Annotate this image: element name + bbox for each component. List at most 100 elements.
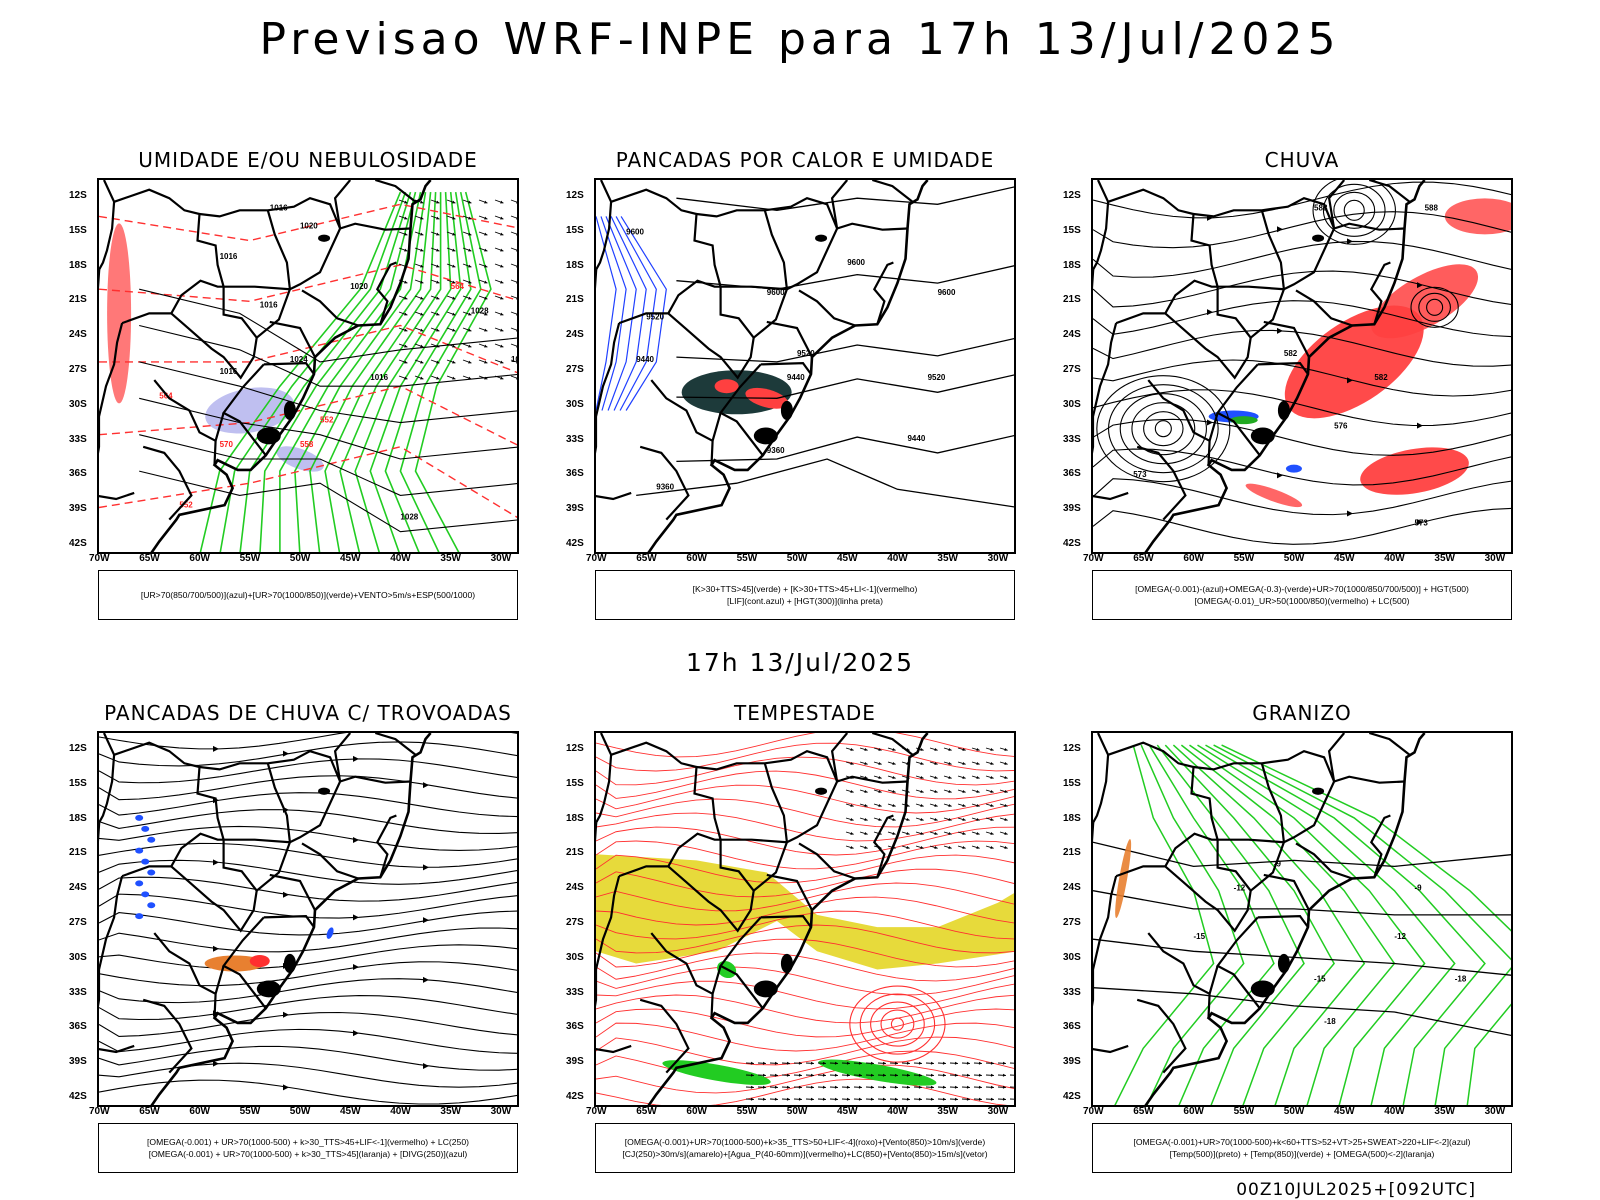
contour-label: -9	[1274, 859, 1282, 868]
latitude-label: 42S	[566, 1091, 584, 1102]
map-tempestade	[594, 731, 1016, 1107]
contour-label: 576	[1334, 422, 1348, 431]
longitude-label: 45W	[837, 1106, 858, 1117]
longitude-label: 45W	[837, 553, 858, 564]
latitude-label: 33S	[566, 433, 584, 445]
longitude-label: 30W	[490, 1106, 512, 1117]
latitude-label: 39S	[566, 1056, 584, 1068]
latitude-label: 18S	[1063, 812, 1081, 824]
latitude-label: 30S	[566, 398, 584, 410]
longitude-label: 35W	[937, 553, 958, 564]
legend-line: [OMEGA(-0.001)+UR>70(1000-500)+k>35_TTS>…	[624, 1137, 986, 1147]
panel-title-pancadas-por-calor-e-umidade: PANCADAS POR CALOR E UMIDADE	[615, 148, 995, 172]
latitude-label: 27S	[1063, 917, 1081, 928]
map-canvas: 9600 9600 9600 9600 9520 9520 9520 9440 9440 9440…	[596, 180, 1014, 552]
longitude-label: 50W	[786, 553, 808, 564]
longitude-label: 35W	[1434, 1106, 1455, 1117]
contour-label: 552	[179, 500, 193, 509]
latitude-label: 33S	[69, 986, 87, 998]
contour-label: 582	[1374, 373, 1388, 382]
legend-line: [OMEGA(-0.01)_UR>50(1000/850)(vermelho) …	[1194, 596, 1410, 606]
latitude-label: 27S	[566, 917, 584, 928]
map-granizo: -9 -9 -12 -12 -15 -15 -18 -18	[1091, 731, 1513, 1107]
latitude-label: 39S	[566, 503, 584, 515]
longitude-label: 70W	[586, 1106, 607, 1117]
latitude-label: 21S	[1063, 847, 1081, 859]
latitude-label: 36S	[566, 468, 584, 480]
contour-label: 573	[1133, 470, 1147, 479]
latitude-label: 24S	[1063, 329, 1081, 341]
longitude-label: 45W	[1334, 1106, 1355, 1117]
contour-label: 1028	[511, 355, 519, 364]
latitude-label: 15S	[69, 777, 87, 789]
longitude-label: 50W	[786, 1106, 808, 1117]
longitude-label: 40W	[887, 553, 908, 564]
contour-label: 564	[451, 282, 465, 291]
contour-label: 588	[1314, 203, 1328, 212]
map-canvas: 1016102010161016102010281016102410161028…	[99, 180, 519, 552]
latitude-label: 27S	[69, 917, 87, 928]
contour-label: 9360	[656, 482, 674, 491]
latitude-label: 15S	[566, 777, 584, 789]
contour-label: 9600	[847, 258, 865, 267]
contour-label: 1016	[220, 252, 238, 261]
map-canvas	[99, 733, 517, 1105]
contour-label: -18	[1455, 975, 1467, 984]
latitude-label: 21S	[69, 847, 87, 859]
latitude-label: 12S	[1063, 743, 1081, 754]
longitude-label: 30W	[1484, 1106, 1506, 1117]
latitude-label: 33S	[1063, 986, 1081, 998]
forecast-time-subtitle: 17h 13/Jul/2025	[685, 648, 915, 677]
longitude-label: 35W	[440, 553, 461, 564]
contour-label: 9440	[636, 355, 654, 364]
contour-label: 9440	[907, 434, 925, 443]
longitude-label: 40W	[390, 1106, 411, 1117]
latitude-label: 39S	[69, 503, 87, 515]
longitude-label: 70W	[89, 1106, 110, 1117]
contour-label: 1024	[290, 355, 308, 364]
legend-line: [Temp(500)](preto) + [Temp(850)](verde) …	[1169, 1149, 1435, 1159]
panel-title-tempestade: TEMPESTADE	[734, 701, 876, 725]
longitude-label: 60W	[189, 1106, 210, 1117]
latitude-label: 42S	[1063, 538, 1081, 549]
contour-label: 1016	[220, 367, 238, 376]
contour-label: 1016	[370, 373, 388, 382]
contour-label: 1020	[300, 222, 318, 231]
map-canvas	[596, 733, 1014, 1105]
longitude-label: 60W	[1183, 553, 1204, 564]
latitude-label: 27S	[566, 364, 584, 375]
longitude-label: 60W	[189, 553, 210, 564]
latitude-label: 24S	[69, 882, 87, 894]
latitude-label: 21S	[69, 294, 87, 306]
latitude-label: 27S	[69, 364, 87, 375]
contour-label: 9600	[938, 288, 956, 297]
longitude-label: 55W	[239, 1106, 261, 1117]
latitude-label: 15S	[1063, 777, 1081, 789]
contour-label: 9520	[646, 312, 664, 321]
latitude-label: 30S	[1063, 398, 1081, 410]
latitude-label: 42S	[1063, 1091, 1081, 1102]
longitude-label: 70W	[1083, 1106, 1104, 1117]
legend-line: [UR>70(850/700/500)](azul)+[UR>70(1000/8…	[140, 590, 476, 600]
map-chuva: 588 582 582 588 576 573 573	[1091, 178, 1513, 554]
latitude-label: 36S	[69, 468, 87, 480]
latitude-label: 21S	[566, 294, 584, 306]
latitude-label: 33S	[566, 986, 584, 998]
legend-line: [OMEGA(-0.001)+UR>70(1000-500)+k<60+TTS>…	[1133, 1137, 1471, 1147]
latitude-label: 18S	[566, 812, 584, 824]
contour-label: 552	[320, 416, 334, 425]
contour-label: 9600	[626, 228, 644, 237]
latitude-label: 39S	[1063, 503, 1081, 515]
longitude-label: 35W	[1434, 553, 1455, 564]
map-canvas: 588 582 582 588 576 573 573	[1093, 180, 1511, 552]
latitude-label: 36S	[1063, 468, 1081, 480]
latitude-label: 30S	[1063, 951, 1081, 963]
run-identifier: 00Z10JUL2025+[092UTC]	[1236, 1180, 1476, 1200]
latitude-label: 30S	[566, 951, 584, 963]
map-pancadas-de-chuva-c-trovoadas	[97, 731, 519, 1107]
longitude-label: 65W	[1133, 1106, 1154, 1117]
longitude-label: 60W	[686, 553, 707, 564]
contour-label: 1028	[400, 513, 418, 522]
latitude-label: 24S	[566, 882, 584, 894]
legend-granizo: [OMEGA(-0.001)+UR>70(1000-500)+k<60+TTS>…	[1092, 1123, 1512, 1173]
